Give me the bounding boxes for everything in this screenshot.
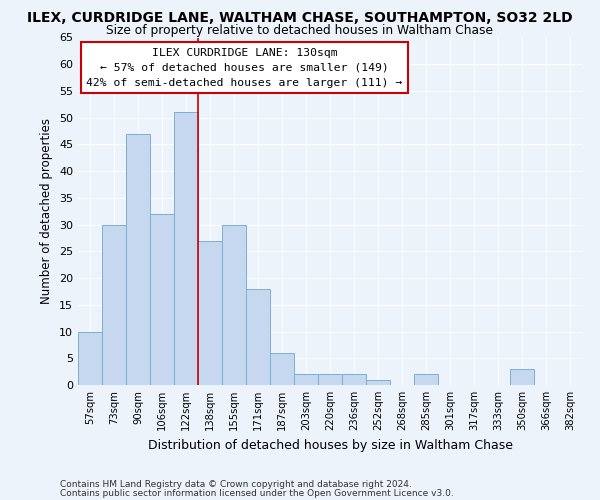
Bar: [198, 240, 222, 385]
Bar: [318, 374, 342, 385]
Bar: [246, 289, 270, 385]
Bar: [294, 374, 318, 385]
Bar: [126, 134, 150, 385]
Bar: [222, 224, 246, 385]
Bar: [174, 112, 198, 385]
Bar: [78, 332, 102, 385]
Bar: [150, 214, 174, 385]
Bar: [414, 374, 438, 385]
Text: ILEX CURDRIDGE LANE: 130sqm
← 57% of detached houses are smaller (149)
42% of se: ILEX CURDRIDGE LANE: 130sqm ← 57% of det…: [86, 48, 403, 88]
Y-axis label: Number of detached properties: Number of detached properties: [40, 118, 53, 304]
Text: ILEX, CURDRIDGE LANE, WALTHAM CHASE, SOUTHAMPTON, SO32 2LD: ILEX, CURDRIDGE LANE, WALTHAM CHASE, SOU…: [27, 11, 573, 25]
Text: Contains public sector information licensed under the Open Government Licence v3: Contains public sector information licen…: [60, 490, 454, 498]
X-axis label: Distribution of detached houses by size in Waltham Chase: Distribution of detached houses by size …: [148, 438, 512, 452]
Text: Contains HM Land Registry data © Crown copyright and database right 2024.: Contains HM Land Registry data © Crown c…: [60, 480, 412, 489]
Bar: [270, 353, 294, 385]
Bar: [366, 380, 390, 385]
Text: Size of property relative to detached houses in Waltham Chase: Size of property relative to detached ho…: [107, 24, 493, 37]
Bar: [102, 224, 126, 385]
Bar: [510, 369, 534, 385]
Bar: [342, 374, 366, 385]
